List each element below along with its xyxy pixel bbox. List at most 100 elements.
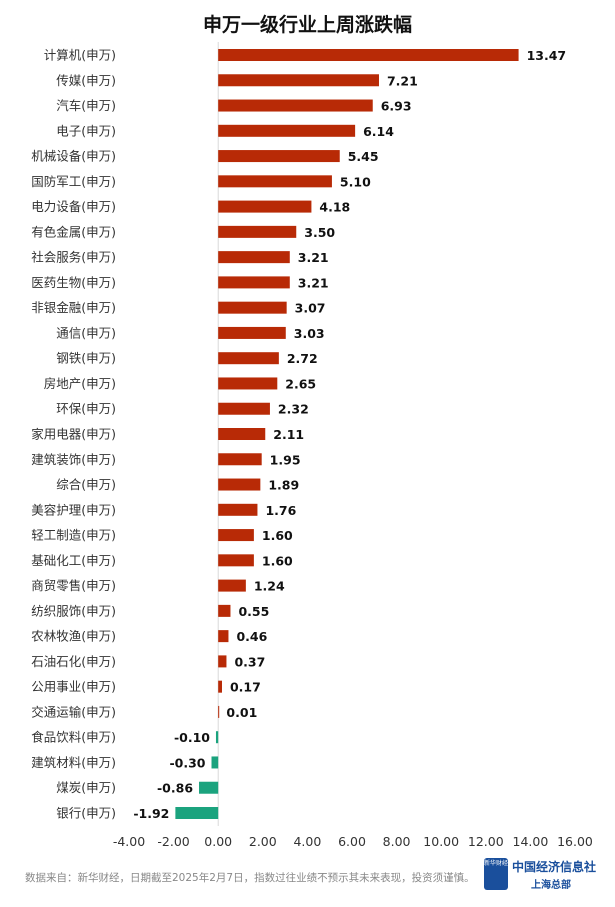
bar — [218, 276, 290, 289]
bar — [218, 377, 278, 390]
data-label: 3.50 — [304, 225, 335, 240]
bar — [218, 124, 356, 137]
x-tick-label: -4.00 — [113, 834, 145, 849]
category-label: 食品饮料(申万) — [31, 730, 116, 745]
data-label: 1.60 — [262, 528, 293, 543]
category-label: 社会服务(申万) — [31, 250, 116, 265]
bar — [218, 99, 373, 112]
data-label: 0.01 — [226, 705, 257, 720]
data-label: 0.37 — [234, 654, 265, 669]
x-tick-label: 10.00 — [423, 834, 459, 849]
data-label: -0.30 — [169, 755, 205, 770]
category-label: 传媒(申万) — [56, 73, 116, 88]
bar — [175, 807, 219, 819]
bar — [218, 301, 287, 314]
logo-name: 中国经济信息社 — [512, 860, 597, 874]
category-label: 有色金属(申万) — [31, 224, 116, 239]
category-label: 医药生物(申万) — [31, 275, 116, 290]
category-label: 环保(申万) — [56, 401, 116, 416]
bar — [218, 630, 229, 643]
category-label: 煤炭(申万) — [56, 780, 116, 795]
category-label: 交通运输(申万) — [31, 704, 116, 719]
x-tick-label: 16.00 — [557, 834, 593, 849]
data-label: 4.18 — [319, 200, 350, 215]
data-label: 1.89 — [268, 478, 299, 493]
category-label: 家用电器(申万) — [31, 427, 116, 442]
data-label: 7.21 — [387, 73, 418, 88]
category-label: 电力设备(申万) — [31, 199, 116, 214]
chart-title: 申万一级行业上周涨跌幅 — [202, 14, 412, 36]
data-label: 2.32 — [278, 402, 309, 417]
bar — [218, 402, 270, 415]
data-label: 6.14 — [363, 124, 394, 139]
bar — [218, 49, 519, 61]
x-tick-label: -2.00 — [157, 834, 189, 849]
data-label: 5.45 — [348, 149, 379, 164]
data-label: 0.17 — [230, 680, 261, 695]
x-tick-label: 8.00 — [383, 834, 411, 849]
bar — [218, 554, 254, 567]
bar — [218, 604, 231, 617]
data-label: 1.60 — [262, 553, 293, 568]
category-label: 综合(申万) — [56, 477, 116, 492]
category-label: 非银金融(申万) — [31, 300, 116, 315]
x-tick-label: 2.00 — [249, 834, 277, 849]
category-label: 美容护理(申万) — [31, 502, 116, 517]
category-label: 机械设备(申万) — [31, 149, 116, 164]
bar — [218, 680, 222, 693]
data-label: 6.93 — [381, 99, 412, 114]
bar — [218, 74, 379, 87]
data-label: 1.76 — [265, 503, 296, 518]
x-tick-label: 4.00 — [293, 834, 321, 849]
data-label: 3.07 — [295, 301, 326, 316]
category-label: 建筑材料(申万) — [31, 755, 116, 770]
logo: 新华财经 中国经济信息社 上海总部 — [484, 858, 597, 892]
app-logo-icon: 新华财经 — [484, 858, 508, 890]
bar — [218, 478, 261, 491]
data-label: 1.95 — [270, 452, 301, 467]
source-note: 数据来自：新华财经，日期截至2025年2月7日，指数过往业绩不预示其未来表现，投… — [25, 872, 475, 884]
x-tick-label: 6.00 — [338, 834, 366, 849]
category-label: 银行(申万) — [56, 806, 116, 821]
data-label: 2.11 — [273, 427, 304, 442]
data-label: -1.92 — [133, 806, 169, 821]
bar — [218, 175, 332, 188]
data-label: 5.10 — [340, 174, 371, 189]
category-label: 汽车(申万) — [56, 98, 116, 113]
data-label: -0.86 — [157, 781, 193, 796]
bar — [218, 453, 262, 466]
category-label: 农林牧渔(申万) — [31, 629, 116, 644]
category-label: 纺织服饰(申万) — [31, 603, 116, 618]
bar — [211, 756, 219, 769]
category-label: 公用事业(申万) — [31, 679, 116, 694]
data-label: 3.21 — [298, 250, 329, 265]
bar — [218, 428, 266, 440]
data-label: 3.21 — [298, 275, 329, 290]
category-label: 石油石化(申万) — [31, 654, 116, 669]
category-label: 房地产(申万) — [44, 376, 116, 391]
data-label: 0.55 — [238, 604, 269, 619]
bar — [218, 529, 254, 542]
data-label: 13.47 — [527, 48, 567, 63]
bar — [218, 225, 297, 238]
category-label: 基础化工(申万) — [31, 553, 116, 568]
bar-chart: 计算机(申万) 13.47 传媒(申万) 7.21 汽车(申万) 6.93 电子(申万) 6.… — [31, 42, 593, 849]
bar — [218, 503, 258, 516]
x-tick-label: 14.00 — [513, 834, 549, 849]
bar — [218, 352, 279, 365]
category-label: 钢铁(申万) — [56, 351, 116, 366]
bar — [218, 655, 227, 668]
bar — [218, 326, 286, 339]
data-label: 2.72 — [287, 351, 318, 366]
bar — [218, 200, 312, 213]
bar — [218, 705, 220, 718]
category-label: 电子(申万) — [56, 123, 116, 138]
data-label: 0.46 — [236, 629, 267, 644]
category-label: 国防军工(申万) — [31, 174, 116, 189]
bar — [218, 251, 290, 264]
bar — [199, 781, 219, 794]
category-label: 商贸零售(申万) — [31, 578, 116, 593]
category-label: 建筑装饰(申万) — [31, 452, 116, 467]
bar — [218, 150, 340, 163]
